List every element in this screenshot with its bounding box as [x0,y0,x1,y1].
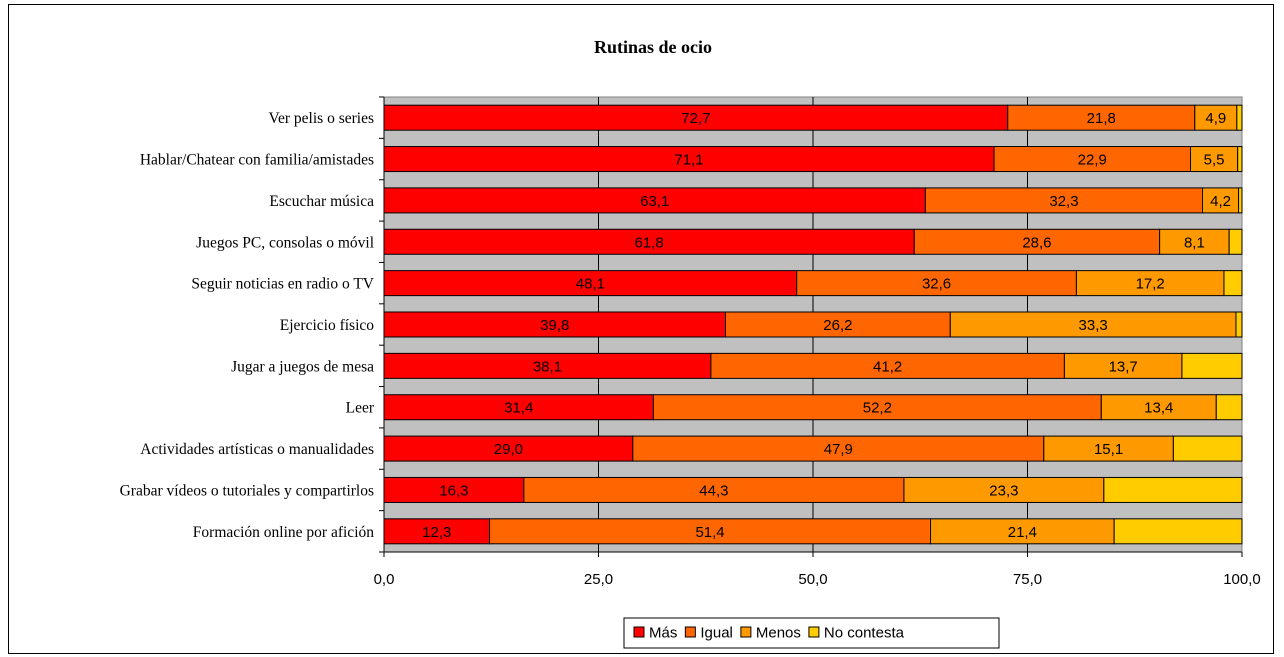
category-label: Seguir noticias en radio o TV [191,276,374,293]
bar-segment [949,311,1237,338]
bar-segment [1237,146,1243,173]
bar-segment [1215,394,1243,421]
legend-swatch [740,626,752,638]
data-label: 12,3 [422,524,451,541]
bar-segment [383,311,726,338]
legend-swatch [684,626,696,638]
bar-segment [1223,270,1243,297]
x-tick-label: 75,0 [1013,571,1042,588]
category-label: Juegos PC, consolas o móvil [196,234,374,251]
bar-segment [924,187,1204,214]
bar-segment [489,518,932,545]
x-tick-label: 25,0 [584,571,613,588]
bar-segment [632,435,1045,462]
bar-segment [796,270,1077,297]
bar-segment [903,476,1105,503]
data-label: 44,3 [699,482,728,499]
legend: Más Igual Menos No contesta [623,617,1000,649]
bar-segment [1172,435,1243,462]
data-label: 16,3 [439,482,468,499]
bar-segment [1235,311,1243,338]
bar-segment [383,270,798,297]
data-label: 32,3 [1049,193,1078,210]
bar-segment [930,518,1115,545]
data-label: 21,4 [1008,524,1037,541]
data-label: 22,9 [1078,152,1107,169]
legend-swatch [633,626,645,638]
category-label: Hablar/Chatear con familia/amistades [140,152,374,169]
bar-segment [1194,104,1238,131]
bar-segment [710,352,1065,379]
x-tick-label: 50,0 [798,571,827,588]
bar-chart: Rutinas de ocio 72,7 21,8 4,9 Ver pelis o s… [120,37,1261,649]
bar-segment [1238,187,1243,214]
data-label: 17,2 [1136,276,1165,293]
data-label: 39,8 [540,317,569,334]
legend-label: Igual [700,625,733,642]
bar-segment [383,476,525,503]
category-label: Escuchar música [269,193,374,210]
data-label: 28,6 [1022,234,1051,251]
category-label: Actividades artísticas o manualidades [140,441,374,458]
data-label: 47,9 [824,441,853,458]
bar-segment [1113,518,1243,545]
data-label: 29,0 [494,441,523,458]
chart-title: Rutinas de ocio [594,37,712,57]
bar-segment [383,228,915,255]
data-label: 4,9 [1205,110,1226,127]
bar-segment [724,311,951,338]
data-label: 13,4 [1144,400,1173,417]
bar-segment [1075,270,1225,297]
data-label: 31,4 [504,400,533,417]
plot-area: 72,7 21,8 4,9 Ver pelis o series 71,1 22,9 5,5… [120,96,1261,588]
data-label: 72,7 [681,110,710,127]
category-label: Grabar vídeos o tutoriales y compartirlo… [120,482,374,499]
data-label: 15,1 [1094,441,1123,458]
data-label: 26,2 [823,317,852,334]
data-label: 32,6 [922,276,951,293]
bar-segment [652,394,1102,421]
data-label: 8,1 [1184,234,1205,251]
data-label: 33,3 [1079,317,1108,334]
data-label: 5,5 [1204,152,1225,169]
bar-segment [1063,352,1183,379]
data-label: 38,1 [533,358,562,375]
category-label: Formación online por afición [193,524,374,541]
bar-segment [1100,394,1217,421]
data-label: 48,1 [576,276,605,293]
legend-swatch [808,626,820,638]
category-label: Ejercicio físico [280,317,374,334]
bar-segment [523,476,905,503]
bar-segment [1159,228,1230,255]
bar-segment [383,518,491,545]
chart-frame: Rutinas de ocio 72,7 21,8 4,9 Ver pelis o s… [8,4,1274,654]
bar-segment [993,146,1192,173]
x-tick-label: 0,0 [374,571,395,588]
data-label: 71,1 [674,152,703,169]
category-label: Leer [346,400,375,417]
data-label: 61,8 [635,234,664,251]
bar-segment [1228,228,1243,255]
data-label: 4,2 [1210,193,1231,210]
x-tick-label: 100,0 [1223,571,1261,588]
bar-segment [1181,352,1243,379]
category-label: Ver pelis o series [269,110,374,127]
data-label: 21,8 [1087,110,1116,127]
bar-segment [1236,104,1243,131]
data-label: 23,3 [989,482,1018,499]
category-label: Jugar a juegos de mesa [231,358,374,375]
legend-label: Más [649,625,677,642]
data-label: 63,1 [640,193,669,210]
data-label: 51,4 [695,524,724,541]
data-label: 13,7 [1109,358,1138,375]
bar-segment [913,228,1161,255]
bar-segment [1007,104,1196,131]
bar-segment [1103,476,1243,503]
legend-label: Menos [756,625,801,642]
legend-label: No contesta [824,625,905,642]
data-label: 41,2 [873,358,902,375]
data-label: 52,2 [863,400,892,417]
bar-segment [383,104,1009,131]
